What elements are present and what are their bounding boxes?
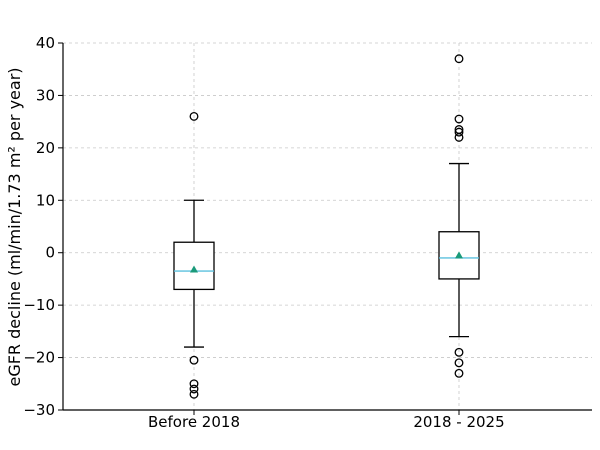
boxes	[173, 54, 480, 399]
box-group	[438, 54, 480, 378]
mean-marker	[455, 251, 463, 259]
x-tick-label: 2018 - 2025	[413, 413, 504, 431]
y-tick-label: 30	[36, 86, 55, 104]
outlier-point	[454, 114, 464, 124]
outlier-point	[454, 368, 464, 378]
mean-marker	[190, 265, 198, 273]
outlier-point	[189, 379, 199, 389]
axes	[62, 43, 592, 411]
y-tick-label: 0	[45, 244, 55, 262]
outlier-point	[189, 355, 199, 365]
grid-lines	[63, 42, 592, 411]
box-group	[173, 111, 215, 399]
x-ticks: Before 2018 2018 - 2025	[148, 410, 505, 431]
y-tick-label: 10	[36, 191, 55, 209]
outlier-point	[454, 347, 464, 357]
outlier-point	[454, 54, 464, 64]
y-tick-label: −30	[23, 401, 55, 419]
y-ticks: −30 −20 −10 0 10 20 30 40	[23, 34, 63, 419]
outlier-point	[189, 389, 199, 399]
y-tick-label: 20	[36, 139, 55, 157]
outlier-point	[454, 358, 464, 368]
x-tick-label: Before 2018	[148, 413, 240, 431]
y-tick-label: −10	[23, 296, 55, 314]
outlier-point	[189, 384, 199, 394]
y-tick-label: 40	[36, 34, 55, 52]
outlier-point	[454, 132, 464, 142]
y-axis-label: eGFR decline (ml/min/1.73 m² per year)	[5, 67, 24, 386]
outlier-point	[189, 111, 199, 121]
y-tick-label: −20	[23, 349, 55, 367]
outlier-point	[454, 127, 464, 137]
